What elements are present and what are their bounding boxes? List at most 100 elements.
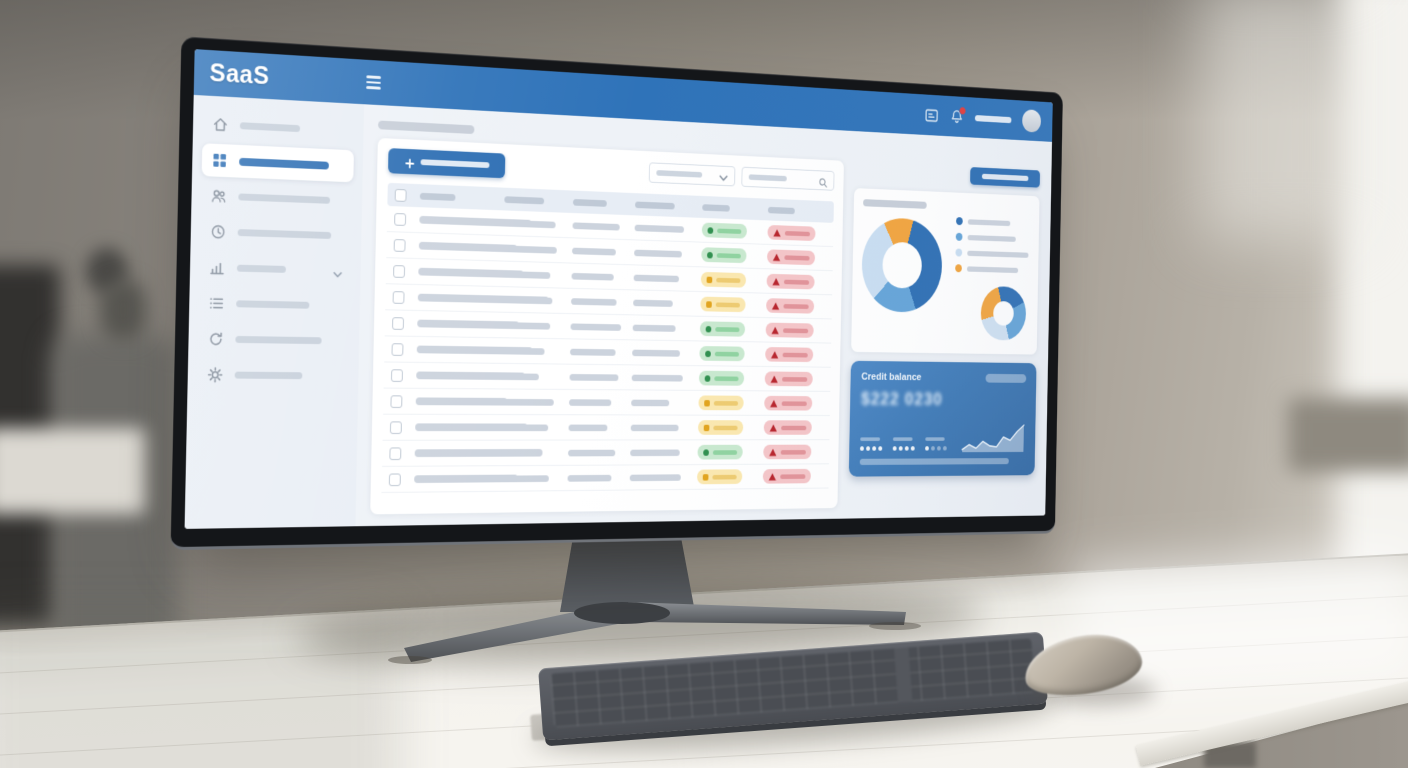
cell-skeleton [572,221,620,231]
alert-triangle-icon [768,472,777,480]
app-logo: SaaS [209,58,270,90]
row-checkbox[interactable] [389,446,402,460]
legend-label-skeleton [966,265,1019,273]
status-badge [701,247,747,264]
sidebar-item-home[interactable] [202,107,354,147]
row-checkbox[interactable] [391,342,404,356]
alert-triangle-icon [771,326,779,334]
sidebar-label-skeleton [236,300,310,309]
refresh-icon [208,331,225,348]
card-digit-group [925,437,947,451]
status-badge [701,222,748,239]
sidebar-item-settings[interactable] [197,358,350,392]
alert-badge [766,273,815,290]
desk-shadow-left [0,610,400,768]
notification-bell-icon[interactable] [950,105,967,125]
row-checkbox[interactable] [389,420,402,434]
cell-skeleton [630,449,680,456]
search-icon [819,175,828,185]
cell-skeleton [631,374,683,382]
select-all-checkbox[interactable] [394,188,407,202]
chevron-down-icon [333,266,342,275]
status-badge [697,420,744,435]
table-row[interactable] [383,388,831,416]
row-checkbox[interactable] [390,394,403,408]
table-row[interactable] [382,440,830,467]
status-badge [697,444,743,460]
cell-skeleton [634,249,682,258]
credit-balance-label: Credit balance [861,371,922,383]
row-checkbox[interactable] [393,238,406,252]
cell-skeleton [500,398,554,406]
donut-chart-large [861,216,943,313]
status-badge [698,395,744,411]
row-checkbox[interactable] [392,316,405,330]
alert-triangle-icon [770,375,778,383]
status-dot-icon [703,448,709,456]
cell-skeleton [498,474,549,482]
status-dot-icon [707,251,713,259]
alert-badge [766,249,816,266]
cell-skeleton [631,399,670,406]
status-dot-icon [704,374,711,382]
cell-skeleton [633,299,673,307]
row-checkbox[interactable] [394,212,407,226]
status-dot-icon [706,276,713,283]
alert-triangle-icon [769,448,777,456]
table-row[interactable] [383,362,831,392]
sidebar-item-users[interactable] [201,179,353,217]
table-row[interactable] [382,414,830,441]
primary-action-button[interactable] [970,167,1041,188]
clock-icon [210,223,227,240]
cell-skeleton [629,473,681,481]
status-badge [699,346,745,362]
cell-skeleton [499,423,549,431]
monitor: SaaS [170,36,1063,551]
alert-triangle-icon [771,301,780,310]
sidebar-item-list[interactable] [199,287,351,323]
messages-icon[interactable] [924,106,938,123]
sidebar-label-skeleton [235,335,322,345]
legend-label-skeleton [967,218,1011,226]
cell-skeleton [571,272,614,281]
background-lamp-arm [100,280,146,340]
table-row[interactable] [381,464,829,493]
sidebar-item-refresh[interactable] [198,322,351,357]
cell-skeleton [568,424,608,431]
alert-badge [764,371,813,387]
row-checkbox[interactable] [390,368,403,382]
alert-badge [765,322,814,338]
row-checkbox[interactable] [393,264,406,278]
user-avatar[interactable] [1022,109,1042,133]
alert-badge [763,444,812,460]
alert-badge [766,298,815,314]
alert-badge [762,468,811,484]
sidebar-item-bar-chart[interactable] [199,251,351,288]
chart-legend [955,217,1029,274]
cell-skeleton [568,449,616,456]
add-record-button[interactable] [388,148,506,179]
cell-skeleton [499,449,541,457]
background-desk [0,428,145,514]
cell-skeleton [567,474,612,482]
credit-balance-amount: $222 0230 [860,388,943,410]
status-badge [700,271,747,288]
sidebar-label-skeleton [239,122,301,133]
search-input[interactable] [741,166,835,191]
background-sideboard [1288,398,1408,472]
card-digit-group [859,437,883,451]
cell-skeleton [633,274,680,282]
data-table [381,182,834,505]
card-digit-group [892,437,915,451]
row-checkbox[interactable] [392,290,405,304]
sidebar-item-grid[interactable] [201,143,354,183]
notification-dot [958,105,967,115]
sidebar-label-skeleton [238,193,331,204]
hamburger-icon[interactable] [366,75,381,90]
cell-skeleton [500,372,539,380]
sidebar-item-clock[interactable] [200,215,352,252]
row-checkbox[interactable] [388,473,401,486]
filter-select[interactable] [648,162,736,187]
cell-skeleton [569,373,619,381]
